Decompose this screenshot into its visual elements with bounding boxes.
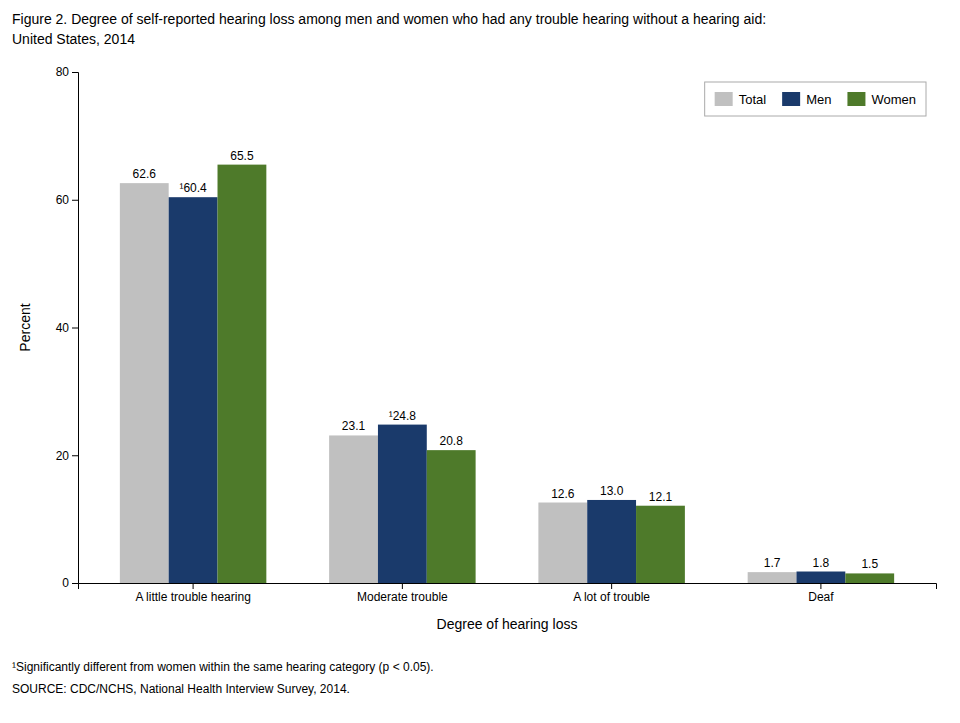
tick-label: Moderate trouble bbox=[357, 590, 448, 604]
data-label: 12.1 bbox=[649, 490, 673, 504]
footnote: SOURCE: CDC/NCHS, National Health Interv… bbox=[12, 682, 350, 696]
legend: Total Men Women bbox=[705, 82, 926, 116]
legend-swatch bbox=[847, 92, 865, 106]
data-label: 1.5 bbox=[861, 557, 878, 571]
bar-series bbox=[218, 165, 895, 583]
tick-mark bbox=[72, 72, 78, 73]
data-label: 20.8 bbox=[440, 434, 464, 448]
bar bbox=[120, 183, 169, 583]
axis-line bbox=[79, 584, 937, 590]
legend-item: Total bbox=[715, 92, 767, 107]
bar-series bbox=[169, 197, 846, 583]
tick-label: 40 bbox=[56, 321, 70, 335]
legend-frame bbox=[705, 82, 926, 116]
axis-line bbox=[72, 73, 79, 584]
x-axis: A little trouble hearing Moderate trouble… bbox=[79, 583, 937, 604]
title: Figure 2. Degree of self-reported hearin… bbox=[12, 11, 766, 27]
y-tick: 60 bbox=[56, 193, 78, 207]
tick-label: 20 bbox=[56, 449, 70, 463]
plot: 62.6 23.1 12.6 1.7 ¹60.4 ¹24.8 13.0 1.8 65.5 20.8… bbox=[17, 65, 937, 632]
data-label: 65.5 bbox=[230, 149, 254, 163]
legend-item: Men bbox=[782, 92, 831, 107]
tick-mark bbox=[72, 200, 78, 201]
data-label: 1.8 bbox=[813, 556, 830, 570]
y-axis: 0 20 40 60 80 bbox=[56, 65, 79, 590]
data-label: ¹24.8 bbox=[389, 409, 417, 423]
x-tick: A lot of trouble bbox=[573, 583, 650, 604]
tick-label: A lot of trouble bbox=[573, 590, 650, 604]
bar bbox=[378, 425, 427, 583]
data-label: 12.6 bbox=[551, 487, 575, 501]
chart: Figure 2. Degree of self-reported hearin… bbox=[0, 0, 960, 723]
tick-mark bbox=[402, 583, 403, 589]
data-label: 62.6 bbox=[133, 167, 157, 181]
tick-label: 60 bbox=[56, 193, 70, 207]
x-tick: A little trouble hearing bbox=[135, 583, 250, 604]
data-label: 1.7 bbox=[764, 556, 781, 570]
bar bbox=[845, 573, 894, 583]
legend-swatch bbox=[715, 92, 733, 106]
data-labels: 62.6 23.1 12.6 1.7 ¹60.4 ¹24.8 13.0 1.8 65.5 20.8… bbox=[133, 149, 879, 572]
y-tick: 80 bbox=[56, 65, 78, 79]
tick-mark bbox=[72, 328, 78, 329]
bar bbox=[427, 450, 476, 583]
data-label: 23.1 bbox=[342, 419, 366, 433]
bar bbox=[169, 197, 218, 583]
tick-mark bbox=[193, 583, 194, 589]
legend-swatch bbox=[782, 92, 800, 106]
tick-label: 0 bbox=[62, 576, 69, 590]
x-tick: Deaf bbox=[808, 583, 834, 604]
bar bbox=[587, 500, 636, 583]
tick-label: 80 bbox=[56, 65, 70, 79]
tick-mark bbox=[611, 583, 612, 589]
bar bbox=[796, 572, 845, 583]
legend-label: Men bbox=[806, 92, 831, 107]
bar bbox=[329, 435, 378, 583]
y-tick: 20 bbox=[56, 449, 78, 463]
tick-mark bbox=[820, 583, 821, 589]
bars bbox=[120, 165, 894, 583]
data-label: ¹60.4 bbox=[179, 181, 207, 195]
bar bbox=[748, 572, 797, 583]
x-axis-label: Degree of hearing loss bbox=[437, 616, 578, 632]
tick-mark bbox=[72, 455, 78, 456]
y-tick: 40 bbox=[56, 321, 78, 335]
bar bbox=[636, 506, 685, 583]
subtitle: United States, 2014 bbox=[12, 31, 135, 47]
tick-label: Deaf bbox=[808, 590, 834, 604]
footnote: ¹Significantly different from women with… bbox=[12, 660, 434, 674]
bar bbox=[538, 503, 587, 583]
y-axis-label: Percent bbox=[17, 303, 33, 351]
tick-mark bbox=[72, 583, 78, 584]
y-tick: 0 bbox=[62, 576, 78, 590]
x-tick: Moderate trouble bbox=[357, 583, 448, 604]
tick-label: A little trouble hearing bbox=[135, 590, 250, 604]
legend-item: Women bbox=[847, 92, 916, 107]
bar bbox=[218, 165, 267, 583]
data-label: 13.0 bbox=[600, 484, 624, 498]
legend-label: Women bbox=[871, 92, 916, 107]
legend-label: Total bbox=[739, 92, 767, 107]
footnotes: ¹Significantly different from women with… bbox=[12, 660, 434, 696]
